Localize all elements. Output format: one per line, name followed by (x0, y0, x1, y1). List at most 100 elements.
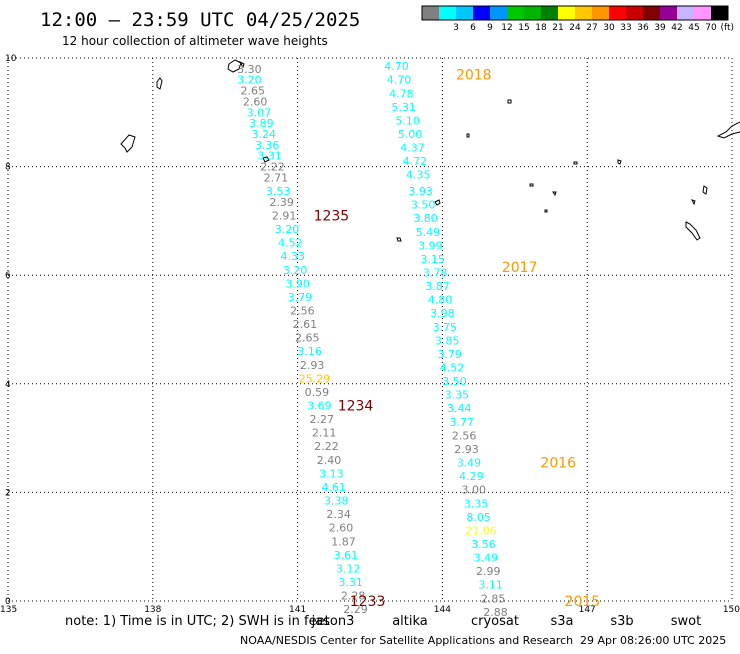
color-swatch (575, 6, 592, 20)
wave-height-value: 3.20 (237, 74, 262, 87)
color-bin-label: 70 (705, 23, 717, 33)
wave-height-value: 3.77 (449, 416, 474, 429)
credit-text: NOAA/NESDIS Center for Satellite Applica… (240, 634, 573, 647)
satellite-name: jason3 (311, 614, 355, 629)
color-swatch (456, 6, 473, 20)
wave-height-value: 3.49 (457, 457, 482, 470)
x-tick-label: 147 (579, 605, 596, 615)
island-shape (434, 199, 441, 206)
wave-height-value: 3.93 (408, 185, 433, 198)
wave-height-value: 2.39 (269, 196, 294, 209)
x-tick-label: 138 (144, 605, 161, 615)
wave-height-value: 3.98 (430, 307, 455, 320)
wave-height-value: 8.05 (466, 511, 491, 524)
x-tick-label: 144 (434, 605, 451, 615)
y-tick-label: 4 (5, 380, 11, 390)
island-shape (262, 156, 270, 163)
color-swatch (643, 6, 660, 20)
wave-height-value: 2.99 (476, 565, 501, 578)
wave-height-points: 3.303.202.652.603.073.893.243.363.312.22… (237, 60, 508, 619)
wave-height-value: 3.78 (423, 266, 448, 279)
wave-height-value: 3.24 (252, 128, 277, 141)
island-shape (120, 134, 136, 153)
color-bin-label: 42 (671, 23, 682, 33)
satellite-legend: jason3 altika cryosat s3a s3b swot (311, 614, 702, 629)
wave-height-value: 2.22 (314, 440, 339, 453)
wave-height-value: 4.29 (459, 470, 484, 483)
y-tick-label: 6 (5, 271, 11, 281)
wave-height-value: 2.60 (243, 95, 268, 108)
island-shape (573, 161, 578, 165)
track-labels: 1233 1235 1234 2018 2017 2016 2015 (314, 67, 601, 610)
wave-height-value: 3.75 (433, 321, 458, 334)
wave-height-value: 2.56 (290, 304, 315, 317)
wave-height-value: 3.69 (307, 400, 332, 413)
wave-height-value: 2.85 (481, 592, 506, 605)
island-shape (691, 199, 696, 206)
wave-height-value: 25.29 (299, 372, 331, 385)
color-bin-label: 24 (569, 23, 581, 33)
timestamp-text: 29 Apr 08:26:00 UTC 2025 (580, 634, 726, 647)
color-swatch (541, 6, 558, 20)
wave-height-value: 3.30 (237, 63, 262, 76)
wave-height-value: 4.52 (440, 362, 465, 375)
color-bin-label: 33 (620, 23, 631, 33)
wave-height-value: 2.34 (326, 508, 351, 521)
wave-height-value: 3.61 (334, 549, 359, 562)
color-swatch (558, 6, 575, 20)
color-swatch (677, 6, 694, 20)
color-swatch (507, 6, 524, 20)
color-swatch (609, 6, 626, 20)
y-tick-label: 2 (5, 488, 11, 498)
color-bin-label: 39 (654, 23, 666, 33)
wave-height-value: 2.91 (272, 209, 297, 222)
wave-height-value: 3.11 (478, 579, 503, 592)
track-label: 1233 (350, 594, 386, 610)
wave-height-value: 2.22 (260, 161, 285, 174)
color-bin-label: 36 (637, 23, 649, 33)
island-shape (227, 59, 242, 73)
color-bin-label: 6 (470, 23, 476, 33)
island-shape (544, 209, 548, 213)
y-tick-label: 10 (5, 54, 17, 64)
y-tick-label: 0 (5, 597, 11, 607)
color-bin-label: 9 (487, 23, 493, 33)
island-shape (466, 133, 470, 138)
wave-height-value: 2.61 (293, 318, 318, 331)
wave-height-value: 3.16 (297, 345, 322, 358)
wave-height-value: 5.31 (392, 101, 417, 114)
wave-height-value: 3.50 (442, 375, 467, 388)
island-shape (617, 159, 622, 165)
color-bin-label: 27 (586, 23, 597, 33)
island-shape (156, 77, 163, 90)
track-label: 2016 (540, 456, 576, 472)
satellite-name: cryosat (471, 614, 519, 629)
wave-height-value: 2.11 (312, 427, 337, 440)
island-shape (552, 191, 557, 197)
wave-height-value: 4.61 (322, 481, 347, 494)
wave-height-value: 3.53 (266, 185, 291, 198)
satellite-name: altika (392, 614, 428, 629)
wave-height-value: 3.00 (462, 484, 487, 497)
wave-height-value: 3.35 (445, 389, 470, 402)
wave-height-value: 3.31 (257, 150, 282, 163)
satellite-name: swot (671, 614, 701, 629)
x-tick-label: 135 (0, 605, 17, 615)
x-tick-label: 141 (289, 605, 306, 615)
color-bin-label: 18 (535, 23, 547, 33)
wave-height-value: 3.38 (324, 495, 349, 508)
wave-height-value: 2.88 (483, 606, 508, 619)
color-bin-label: 15 (518, 23, 529, 33)
color-swatch (490, 6, 507, 20)
wave-height-value: 3.79 (437, 348, 462, 361)
wave-height-value: 3.31 (338, 576, 363, 589)
wave-height-value: 3.56 (471, 538, 496, 551)
track-label: 1235 (314, 208, 350, 224)
wave-height-value: 5.49 (416, 226, 441, 239)
island-shape (529, 183, 534, 187)
wave-height-value: 3.20 (275, 223, 300, 236)
wave-height-value: 4.52 (278, 237, 303, 250)
color-bin-label: 3 (453, 23, 459, 33)
wave-height-value: 4.33 (281, 250, 306, 263)
